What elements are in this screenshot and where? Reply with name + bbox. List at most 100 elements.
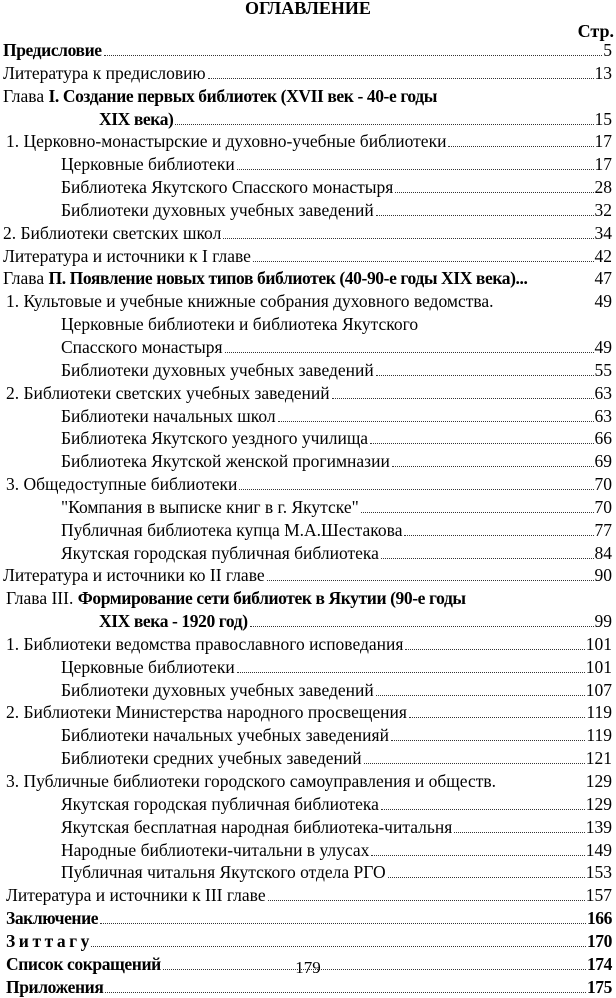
toc-entry-prefix: Публичная библиотека купца М.А.Шестакова bbox=[61, 519, 403, 540]
toc-entry-page: 63 bbox=[594, 382, 613, 403]
toc-entry[interactable]: Библиотека Якутского Спасского монастыря… bbox=[0, 176, 612, 199]
toc-entry-page: 139 bbox=[585, 816, 612, 837]
toc-entry[interactable]: Предисловие 5 bbox=[0, 39, 612, 62]
toc-entry-title: Библиотеки средних учебных заведений bbox=[61, 747, 362, 770]
toc-entry-page: 66 bbox=[594, 428, 613, 449]
toc-entry-title: Народные библиотеки-читальни в улусах bbox=[61, 839, 369, 862]
toc-entry-title: Публичная библиотека купца М.А.Шестакова bbox=[61, 519, 402, 542]
toc-entry[interactable]: Библиотеки духовных учебных заведений 107 bbox=[0, 679, 612, 702]
toc-entry-prefix: Литература и источники к I главе bbox=[3, 245, 251, 266]
toc-entry[interactable]: З и т т а г у 170 bbox=[0, 930, 612, 953]
toc-entry-page: 49 bbox=[594, 336, 613, 357]
toc-entry[interactable]: Якутская городская публичная библиотека 1… bbox=[0, 793, 612, 816]
toc-entry[interactable]: 2. Библиотеки светских школ 34 bbox=[0, 222, 612, 245]
toc-entry-page: 5 bbox=[603, 40, 612, 60]
dot-leader bbox=[380, 557, 594, 559]
toc-entry-title: Библиотеки начальных учебных заведенияй bbox=[61, 724, 389, 747]
toc-entry-heading: Предисловие bbox=[3, 40, 102, 60]
toc-entry[interactable]: Библиотеки средних учебных заведений 121 bbox=[0, 747, 612, 770]
toc-entry-page: 174 bbox=[586, 953, 612, 974]
toc-entry-title: Спасского монастыря bbox=[61, 336, 223, 359]
toc-entry[interactable]: Церковные библиотеки и библиотека Якутск… bbox=[0, 313, 612, 336]
toc-entry[interactable]: Глава П. Появление новых типов библиотек… bbox=[0, 267, 612, 290]
toc-entry[interactable]: Якутская городская публичная библиотека 8… bbox=[0, 542, 612, 565]
toc-entry[interactable]: Библиотека Якутского уездного училища 66 bbox=[0, 427, 612, 450]
toc-entry-page: 47 bbox=[594, 268, 613, 289]
toc-entry-prefix: Церковные библиотеки и библиотека Якутск… bbox=[61, 314, 419, 335]
toc-entry-prefix: Якутская бесплатная народная библиотека-… bbox=[61, 816, 453, 837]
toc-entry[interactable]: 2. Библиотеки Министерства народного про… bbox=[0, 701, 612, 724]
toc-entry-page: 42 bbox=[594, 245, 613, 266]
toc-entry[interactable]: Литература и источники к III главе 157 bbox=[0, 884, 612, 907]
toc-entry-title: 3. Публичные библиотеки городского самоу… bbox=[6, 770, 496, 793]
toc-entry-title: Библиотеки начальных школ bbox=[61, 405, 276, 428]
toc-entry-prefix: Глава bbox=[3, 268, 49, 289]
toc-entry[interactable]: Библиотеки духовных учебных заведений 55 bbox=[0, 359, 612, 382]
dot-leader bbox=[387, 877, 585, 879]
toc-entry[interactable]: Литература и источники к I главе 42 bbox=[0, 245, 612, 268]
toc-entry[interactable]: 1. Церковно-монастырские и духовно-учебн… bbox=[0, 130, 612, 153]
page-number: 179 bbox=[295, 958, 321, 977]
toc-entry-title: Список сокращений bbox=[6, 953, 161, 976]
toc-entry[interactable]: Спасского монастыря 49 bbox=[0, 336, 612, 359]
toc-entry[interactable]: Библиотеки начальных школ 63 bbox=[0, 405, 612, 428]
toc-entry-page: 69 bbox=[594, 451, 613, 472]
toc-entry-page: 121 bbox=[585, 748, 612, 769]
toc-entry[interactable]: Заключение 166 bbox=[0, 907, 612, 930]
toc-entry-title: Глава I. Создание первых библиотек (XVII… bbox=[3, 85, 437, 108]
toc-entry-title: Библиотека Якутского Спасского монастыря bbox=[61, 176, 393, 199]
toc-entry[interactable]: Литература к предисловию 13 bbox=[0, 62, 612, 85]
toc-entry-page: 13 bbox=[594, 62, 613, 83]
toc-entry-title: Глава П. Появление новых типов библиотек… bbox=[3, 267, 528, 290]
toc-entry-page: 32 bbox=[594, 199, 613, 220]
toc-entry-page: 15 bbox=[594, 108, 613, 129]
toc-entry-title: Библиотеки духовных учебных заведений bbox=[61, 199, 374, 222]
toc-entry-prefix: Библиотека Якутского уездного училища bbox=[61, 428, 369, 449]
toc-entry[interactable]: "Компания в выписке книг в г. Якутске" 70 bbox=[0, 496, 612, 519]
page-title: ОГЛАВЛЕНИЕ bbox=[245, 0, 371, 18]
toc-entry-page: 70 bbox=[594, 496, 613, 517]
toc-entry[interactable]: Библиотеки начальных учебных заведенияй 1… bbox=[0, 724, 612, 747]
toc-entry-prefix: 2. Библиотеки светских школ bbox=[3, 222, 222, 243]
toc-entry[interactable]: 1. Культовые и учебные книжные собрания … bbox=[0, 290, 612, 313]
toc-entry[interactable]: XIX века - 1920 год) 99 bbox=[0, 610, 612, 633]
toc-entry-title: XIX века - 1920 год) bbox=[99, 610, 248, 633]
toc-entry-title: З и т т а г у bbox=[6, 930, 89, 953]
toc-entry[interactable]: XIX века) 15 bbox=[0, 108, 612, 131]
toc-entry[interactable]: Библиотеки духовных учебных заведений 32 bbox=[0, 199, 612, 222]
toc-entry-heading: Заключение bbox=[6, 908, 99, 929]
dot-leader bbox=[331, 397, 594, 399]
dot-leader bbox=[103, 55, 603, 56]
toc-entry-page: 119 bbox=[586, 702, 612, 723]
toc-entry[interactable]: Народные библиотеки-читальни в улусах 149 bbox=[0, 839, 612, 862]
toc-entry[interactable]: 1. Библиотеки ведомства православного ис… bbox=[0, 633, 612, 656]
toc-entry-prefix: 2. Библиотеки светских учебных заведений bbox=[6, 382, 330, 403]
dot-leader bbox=[380, 808, 585, 810]
toc-entry[interactable]: Литература и источники ко II главе 90 bbox=[0, 564, 612, 587]
toc-entry-title: 2. Библиотеки светских учебных заведений bbox=[6, 382, 330, 405]
toc-entry[interactable]: Глава III. Формирование сети библиотек в… bbox=[0, 587, 612, 610]
toc-entry[interactable]: Глава I. Создание первых библиотек (XVII… bbox=[0, 85, 612, 108]
toc-entry[interactable]: 2. Библиотеки светских учебных заведений… bbox=[0, 382, 612, 405]
toc-entry[interactable]: Список сокращений 174 bbox=[0, 953, 612, 976]
toc-entry[interactable]: Якутская бесплатная народная библиотека-… bbox=[0, 816, 612, 839]
toc-entry-prefix: Библиотека Якутского Спасского монастыря bbox=[61, 177, 394, 198]
toc-entry-page: 166 bbox=[586, 908, 612, 929]
toc-entry-prefix: Якутская городская публичная библиотека bbox=[61, 542, 379, 563]
dot-leader bbox=[105, 991, 586, 993]
dot-leader bbox=[236, 671, 585, 673]
dot-leader bbox=[454, 831, 585, 833]
toc-entry[interactable]: Публичная библиотека купца М.А.Шестакова… bbox=[0, 519, 612, 542]
toc-entry-title: Библиотека Якутского уездного училища bbox=[61, 427, 368, 450]
toc-entry-prefix: Библиотеки духовных учебных заведений bbox=[61, 359, 374, 380]
toc-entry-title: 1. Церковно-монастырские и духовно-учебн… bbox=[6, 130, 446, 153]
toc-entry[interactable]: Библиотека Якутской женской прогимназии 6… bbox=[0, 450, 612, 473]
toc-entry[interactable]: Церковные библиотеки 17 bbox=[0, 153, 612, 176]
dot-leader bbox=[404, 534, 594, 536]
toc-entry-title: 2. Библиотеки светских школ bbox=[3, 222, 221, 245]
toc-entry[interactable]: Церковные библиотеки 101 bbox=[0, 656, 612, 679]
toc-entry[interactable]: Публичная читальня Якутского отдела РГО 1… bbox=[0, 861, 612, 884]
toc-entry[interactable]: 3. Общедоступные библиотеки 70 bbox=[0, 473, 612, 496]
toc-entry[interactable]: 3. Публичные библиотеки городского самоу… bbox=[0, 770, 612, 793]
toc-entry-page: 55 bbox=[594, 359, 613, 380]
